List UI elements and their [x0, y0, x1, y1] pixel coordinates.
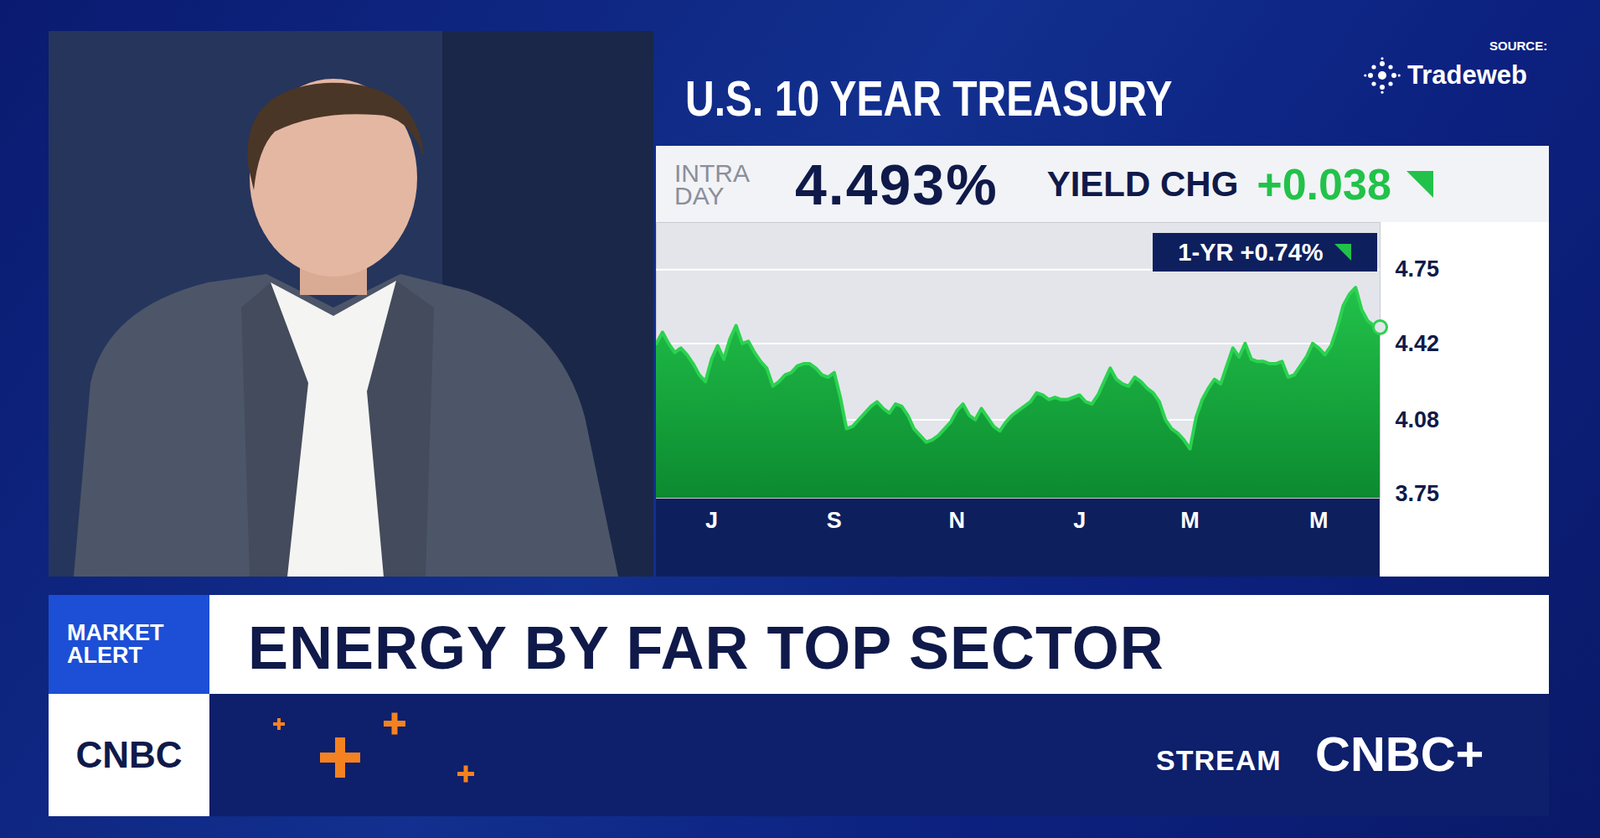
html-text:1-YR +0.74%: 1-YR +0.74%	[1178, 238, 1324, 266]
html-text:Tradeweb: Tradeweb	[1407, 60, 1528, 90]
svg-text:N: N	[949, 507, 966, 533]
html-text:SOURCE:: SOURCE:	[1489, 38, 1548, 53]
svg-text:4.75: 4.75	[1395, 256, 1440, 282]
html-text:CNBC: CNBC	[75, 733, 183, 775]
svg-text:J: J	[705, 507, 718, 533]
html-text:MARKET: MARKET	[67, 619, 164, 646]
html-text:ALERT: ALERT	[67, 642, 143, 668]
html-text:+0.038: +0.038	[1256, 159, 1392, 209]
svg-text:3.75: 3.75	[1395, 480, 1440, 506]
html-text:YIELD CHG: YIELD CHG	[1046, 163, 1239, 204]
svg-text:S: S	[826, 507, 842, 533]
html-text:ENERGY BY FAR TOP SECTOR: ENERGY BY FAR TOP SECTOR	[247, 614, 1165, 682]
svg-text:J: J	[1073, 507, 1086, 533]
html-text:INTRA: INTRA	[674, 158, 750, 187]
svg-text:4.08: 4.08	[1395, 407, 1440, 433]
html-text:U.S. 10 YEAR TREASURY: U.S. 10 YEAR TREASURY	[685, 71, 1173, 126]
html-text:CNBC+: CNBC+	[1315, 726, 1484, 781]
svg-text:M: M	[1180, 507, 1200, 533]
html-text:4.493%: 4.493%	[794, 152, 999, 216]
svg-text:M: M	[1309, 507, 1329, 533]
html-text:DAY: DAY	[674, 181, 725, 210]
svg-text:4.42: 4.42	[1395, 330, 1440, 357]
html-text:STREAM: STREAM	[1156, 743, 1282, 776]
